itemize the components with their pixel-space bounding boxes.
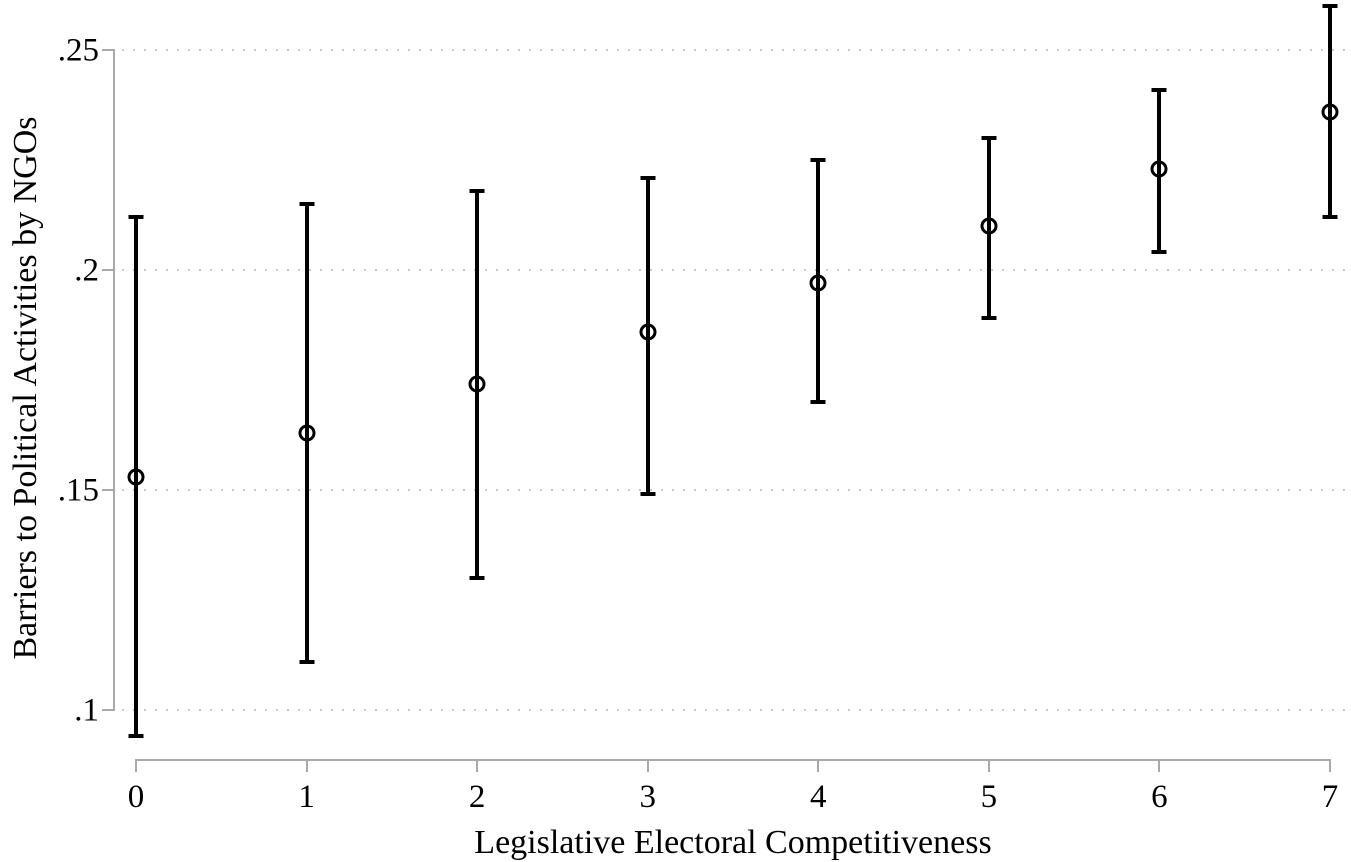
y-tick	[102, 269, 114, 271]
point-marker	[1321, 103, 1339, 121]
error-bar-cap-bottom	[1322, 215, 1338, 220]
error-bar-cap-top	[469, 188, 485, 193]
error-bar-cap-top	[1151, 87, 1167, 92]
x-tick-label: 1	[298, 779, 315, 815]
error-bar-cap-bottom	[299, 659, 315, 664]
x-tick-label: 7	[1321, 779, 1339, 815]
x-axis-title: Legislative Electoral Competitiveness	[474, 824, 992, 861]
point-marker	[468, 375, 486, 393]
error-bar-cap-top	[810, 158, 826, 162]
y-gridline	[122, 489, 1348, 491]
point-marker	[1150, 160, 1168, 178]
point-marker	[639, 323, 657, 341]
x-tick	[1329, 759, 1331, 772]
x-tick-label: 4	[810, 779, 827, 815]
x-tick	[305, 759, 308, 772]
x-axis-spine	[135, 759, 1331, 761]
y-gridline	[122, 709, 1348, 711]
y-tick	[102, 709, 114, 711]
x-tick-label: 5	[980, 779, 998, 815]
point-marker	[127, 468, 145, 486]
x-tick-label: 2	[468, 779, 486, 815]
error-bar-cap-top	[1322, 4, 1338, 8]
point-marker	[980, 217, 998, 235]
y-axis-spine	[113, 49, 115, 711]
y-tick-label: .1	[74, 692, 99, 729]
point-marker	[298, 424, 316, 442]
x-tick-label: 3	[639, 779, 656, 815]
y-axis-title: Barriers to Political Activities by NGOs	[7, 116, 44, 660]
y-tick-label: .25	[57, 32, 99, 69]
error-bar-cap-bottom	[981, 316, 997, 321]
error-bar-cap-bottom	[128, 734, 144, 739]
x-tick	[476, 759, 479, 772]
y-tick	[102, 49, 114, 51]
y-tick-label: .2	[74, 252, 99, 289]
error-bar-cap-top	[640, 175, 656, 180]
x-tick	[646, 759, 649, 772]
x-tick	[987, 759, 990, 772]
error-bar-cap-bottom	[469, 576, 485, 580]
x-tick	[135, 759, 137, 772]
y-gridline	[122, 49, 1348, 51]
y-gridline	[122, 269, 1348, 271]
x-tick-label: 0	[127, 779, 145, 815]
error-bar-cap-top	[299, 202, 315, 206]
point-marker	[809, 274, 827, 292]
x-tick	[817, 759, 820, 772]
y-tick	[102, 489, 114, 491]
x-tick-label: 6	[1151, 779, 1168, 815]
y-tick-label: .15	[57, 472, 99, 509]
error-bar-cap-top	[128, 215, 144, 220]
error-bar-cap-bottom	[810, 400, 826, 404]
error-bar-cap-top	[981, 136, 997, 140]
x-tick	[1158, 759, 1161, 772]
error-bar-cap-bottom	[1151, 250, 1167, 255]
error-bar-cap-bottom	[640, 492, 656, 497]
